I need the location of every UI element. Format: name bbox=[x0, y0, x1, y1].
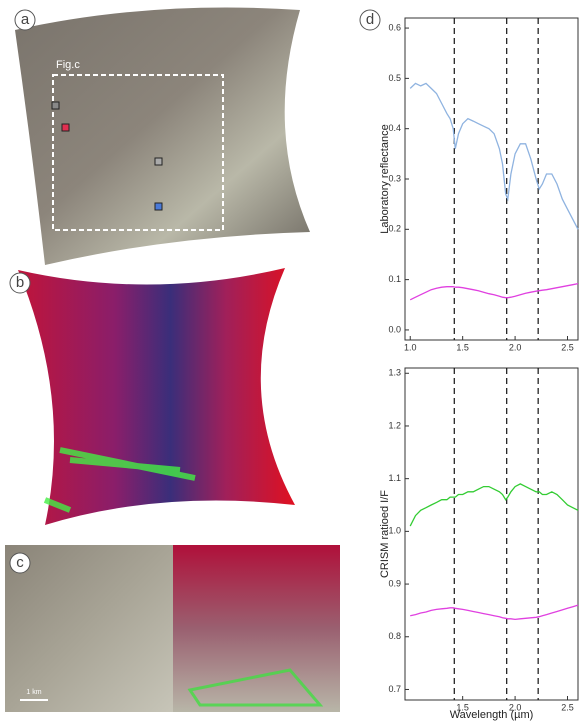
x-tick-label: 2.5 bbox=[561, 342, 574, 352]
scale-label: 1 km bbox=[26, 689, 41, 696]
marker bbox=[52, 102, 59, 109]
y-tick-label: 0.5 bbox=[388, 73, 401, 83]
series-line bbox=[410, 484, 578, 526]
panel-label: c bbox=[16, 554, 24, 571]
y-tick-label: 0.8 bbox=[388, 631, 401, 641]
y-tick-label: 1.3 bbox=[388, 368, 401, 378]
y-tick-label: 0.9 bbox=[388, 578, 401, 588]
y-axis-label: Laboratory reflectance bbox=[379, 124, 391, 233]
y-tick-label: 0.6 bbox=[388, 22, 401, 32]
panel-label: a bbox=[21, 11, 30, 28]
y-tick-label: 0.0 bbox=[388, 324, 401, 334]
panel-c: 1 km bbox=[5, 545, 340, 712]
x-tick-label: 2.0 bbox=[509, 342, 522, 352]
series-line bbox=[410, 284, 578, 300]
panel-label: b bbox=[16, 274, 24, 291]
y-tick-label: 1.1 bbox=[388, 473, 401, 483]
panel-label: d bbox=[366, 11, 374, 28]
x-axis-label: Wavelength (µm) bbox=[450, 709, 534, 721]
marker bbox=[62, 124, 69, 131]
y-tick-label: 0.1 bbox=[388, 274, 401, 284]
image-c-left bbox=[5, 545, 173, 712]
panel-a: Fig.c bbox=[15, 8, 310, 266]
series-line bbox=[410, 83, 578, 229]
inset-label: Fig.c bbox=[56, 59, 80, 71]
y-tick-label: 1.2 bbox=[388, 420, 401, 430]
marker bbox=[155, 203, 162, 210]
image-b bbox=[18, 268, 295, 525]
x-tick-label: 1.0 bbox=[404, 342, 417, 352]
y-axis-label: CRISM ratioed I/F bbox=[379, 490, 391, 578]
plot-frame bbox=[405, 368, 578, 700]
series-line bbox=[410, 605, 578, 619]
figure: Fig.c 1 km a b c d 0.00.10.20.30.40.50.6… bbox=[0, 0, 579, 722]
panel-b bbox=[18, 268, 295, 525]
image-a bbox=[15, 8, 310, 266]
x-tick-label: 2.5 bbox=[561, 702, 574, 712]
x-tick-label: 1.5 bbox=[456, 342, 469, 352]
plot-frame bbox=[405, 18, 578, 340]
marker bbox=[155, 158, 162, 165]
y-tick-label: 0.7 bbox=[388, 684, 401, 694]
